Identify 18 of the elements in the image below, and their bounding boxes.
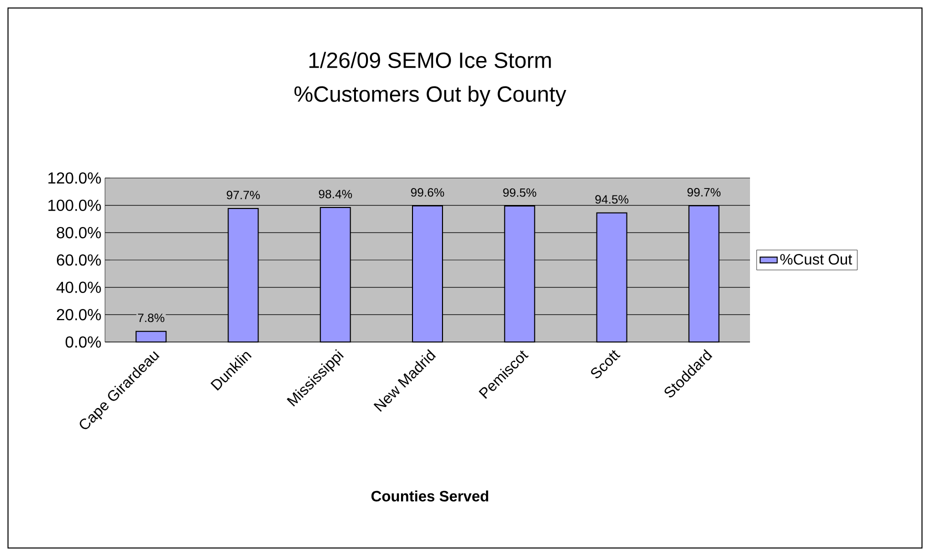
legend-label: %Cust Out bbox=[780, 254, 852, 265]
y-tick-label: 120.0% bbox=[48, 172, 101, 184]
chart-title: 1/26/09 SEMO Ice Storm bbox=[309, 52, 551, 68]
data-label: 98.4% bbox=[318, 190, 352, 198]
data-label: 99.5% bbox=[503, 188, 536, 197]
data-label: 7.8% bbox=[138, 314, 164, 322]
data-label: 99.7% bbox=[687, 188, 720, 197]
chart-subtitle: %Customers Out by County bbox=[294, 86, 566, 106]
x-axis-title: Counties Served bbox=[371, 490, 488, 502]
data-label: 97.7% bbox=[226, 190, 260, 200]
y-tick-label: 60.0% bbox=[56, 254, 101, 266]
data-label: 94.5% bbox=[595, 195, 628, 204]
y-tick-label: 100.0% bbox=[48, 200, 101, 211]
y-tick-label: 40.0% bbox=[56, 282, 101, 293]
y-tick-label: 20.0% bbox=[56, 308, 101, 320]
y-tick-label: 80.0% bbox=[56, 227, 101, 238]
y-tick-label: 0.0% bbox=[66, 336, 101, 348]
data-label: 99.6% bbox=[411, 188, 444, 197]
